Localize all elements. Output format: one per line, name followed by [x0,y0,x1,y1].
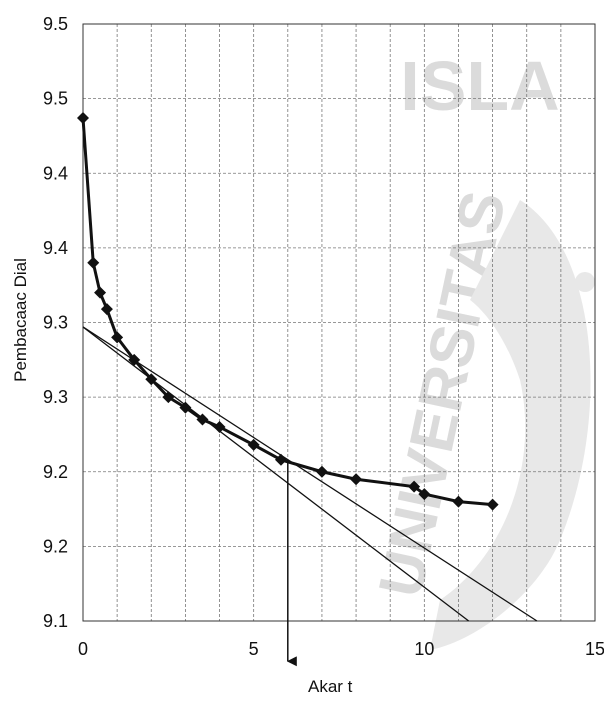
x-tick-label: 15 [585,639,604,659]
data-point [196,413,209,426]
data-point [315,465,328,478]
data-point [418,488,431,501]
data-point [145,373,158,386]
x-tick-label: 5 [249,639,259,659]
y-tick-label: 9.5 [43,14,68,34]
data-point [274,453,287,466]
watermark-emblem-dot [575,272,595,292]
tick-labels: 0 5 10 15 9.1 9.2 9.2 9.3 9.3 9.4 9.4 9.5 9.5 [43,14,604,659]
data-point [111,331,124,344]
data-point [247,438,260,451]
x-tick-label: 0 [78,639,88,659]
data-point [128,353,141,366]
tangent-line [82,326,538,622]
y-tick-label: 9.4 [43,163,68,183]
data-point [213,420,226,433]
data-point [162,391,175,404]
y-tick-label: 9.3 [43,313,68,333]
y-tick-label: 9.3 [43,387,68,407]
data-point [77,112,89,125]
y-tick-label: 9.4 [43,238,68,258]
y-tick-label: 9.1 [43,611,68,631]
x-axis-title: Akar t [308,677,353,696]
y-tick-label: 9.5 [43,89,68,109]
data-point [408,480,421,493]
data-series [77,112,499,511]
y-tick-label: 9.2 [43,536,68,556]
watermark-text: ISLA [400,47,559,125]
data-point [179,401,192,414]
data-point [486,498,499,511]
data-point [87,256,100,269]
x-tick-label: 10 [414,639,434,659]
data-point [350,473,363,486]
data-point [94,286,107,299]
data-point [100,303,113,316]
plot-border [82,23,596,622]
watermark-emblem [430,200,591,650]
y-tick-label: 9.2 [43,462,68,482]
plot-frame [82,23,596,622]
data-point [452,495,465,508]
y-axis-title: Pembacaac Dial [11,258,30,382]
